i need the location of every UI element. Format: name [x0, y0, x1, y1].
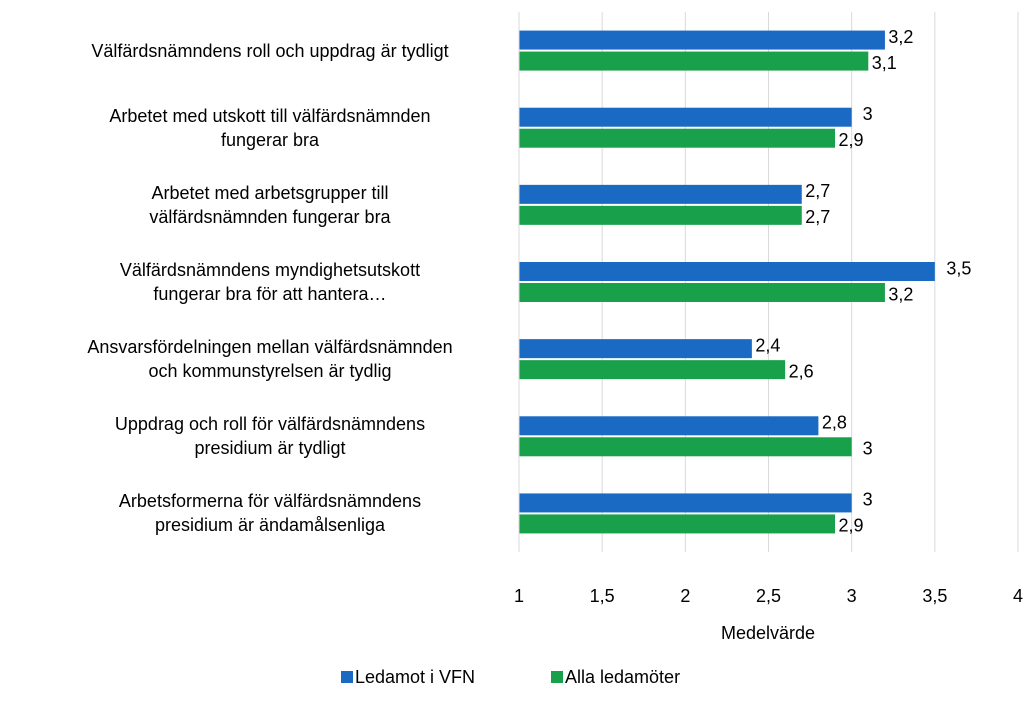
value-label: 2,6	[789, 361, 814, 381]
x-tick-label: 3,5	[922, 586, 947, 606]
value-label: 3	[863, 104, 873, 124]
x-tick-label: 2,5	[756, 586, 781, 606]
category-label: Arbetet med utskott till välfärdsnämnden…	[109, 105, 431, 150]
category-label: Arbetet med arbetsgrupper till välfärdsn…	[149, 182, 391, 227]
bar	[519, 514, 836, 534]
bar	[519, 339, 752, 359]
legend-label: Alla ledamöter	[565, 667, 680, 687]
bar	[519, 107, 852, 127]
value-label: 2,8	[822, 413, 847, 433]
bar	[519, 128, 836, 148]
bar	[519, 184, 802, 204]
value-label: 3,1	[872, 53, 897, 73]
legend-label: Ledamot i VFN	[355, 667, 475, 687]
value-label: 3,2	[888, 27, 913, 47]
value-label: 3,5	[946, 258, 971, 278]
value-label: 2,9	[839, 130, 864, 150]
x-tick-label: 4	[1013, 586, 1023, 606]
value-label: 2,7	[805, 181, 830, 201]
category-label: Välfärdsnämndens myndighetsutskott funge…	[119, 260, 421, 304]
bar	[519, 493, 852, 513]
x-tick-label: 1	[514, 586, 524, 606]
category-label: Uppdrag och roll för välfärdsnämndens pr…	[114, 414, 426, 459]
x-axis-label: Medelvärde	[721, 623, 815, 643]
category-label: Arbetsformerna för välfärdsnämndens pres…	[118, 491, 422, 536]
value-label: 3,2	[888, 284, 913, 304]
x-tick-label: 1,5	[590, 586, 615, 606]
value-label: 2,7	[805, 207, 830, 227]
value-label: 2,4	[755, 335, 780, 355]
bar	[519, 262, 935, 281]
bar	[519, 437, 852, 457]
category-label: Ansvarsfördelningen mellan välfärdsnämnd…	[87, 337, 453, 382]
bar	[519, 205, 802, 225]
bar	[519, 30, 885, 50]
value-label: 2,9	[839, 516, 864, 536]
bar	[519, 360, 786, 380]
category-label: Välfärdsnämndens roll och uppdrag är tyd…	[91, 40, 449, 61]
legend-swatch	[341, 671, 353, 683]
legend-swatch	[551, 671, 563, 683]
value-label: 3	[863, 439, 873, 459]
bar	[519, 283, 885, 302]
bar	[519, 51, 869, 71]
bar	[519, 416, 819, 436]
x-tick-label: 3	[847, 586, 857, 606]
x-tick-label: 2	[680, 586, 690, 606]
value-label: 3	[863, 490, 873, 510]
